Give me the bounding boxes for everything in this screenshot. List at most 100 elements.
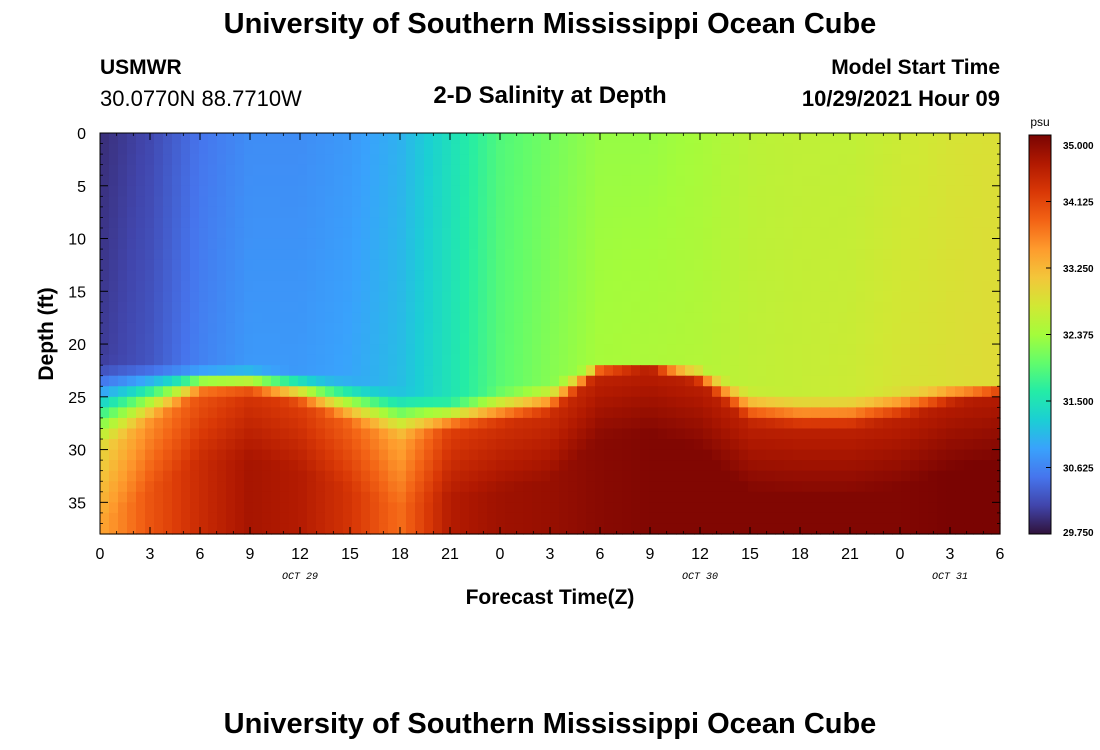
heat-cell <box>514 312 524 324</box>
heat-cell <box>433 238 443 250</box>
heat-cell <box>190 249 200 261</box>
heat-cell <box>541 344 551 356</box>
heat-cell <box>658 143 668 155</box>
heat-cell <box>847 206 857 219</box>
heat-cell <box>946 386 956 398</box>
heat-cell <box>775 164 785 176</box>
heat-cell <box>622 481 632 493</box>
heat-cell <box>937 523 947 535</box>
heat-cell <box>613 133 623 145</box>
heat-cell <box>982 291 992 303</box>
heat-cell <box>577 185 587 197</box>
heat-cell <box>442 439 452 451</box>
heat-cell <box>262 301 272 313</box>
heat-cell <box>829 439 839 451</box>
heat-cell <box>694 354 704 366</box>
heat-cell <box>775 154 785 166</box>
heat-cell <box>856 428 866 440</box>
heat-cell <box>838 291 848 303</box>
heat-cell <box>784 354 794 366</box>
heat-cell <box>964 143 974 155</box>
heat-cell <box>964 291 974 303</box>
heat-cell <box>928 460 938 472</box>
heat-cell <box>991 196 1001 208</box>
heat-cell <box>289 354 299 366</box>
heat-cell <box>658 523 668 535</box>
heat-cell <box>352 238 362 250</box>
heat-cell <box>217 417 227 430</box>
heat-cell <box>559 333 569 345</box>
heat-cell <box>298 386 308 398</box>
heat-cell <box>514 238 524 250</box>
heat-cell <box>316 206 326 219</box>
heat-cell <box>397 322 407 335</box>
heat-cell <box>244 322 254 335</box>
heat-cell <box>910 227 920 240</box>
heat-cell <box>784 386 794 398</box>
heat-cell <box>352 143 362 155</box>
heat-cell <box>568 133 578 145</box>
heat-cell <box>874 502 884 514</box>
heat-cell <box>757 502 767 514</box>
heat-cell <box>613 164 623 176</box>
heat-cell <box>901 280 911 292</box>
heat-cell <box>100 217 110 229</box>
heat-cell <box>568 354 578 366</box>
heat-cell <box>739 217 749 229</box>
heat-cell <box>829 417 839 430</box>
heat-cell <box>775 249 785 261</box>
heat-cell <box>883 523 893 535</box>
heat-cell <box>901 312 911 324</box>
heat-cell <box>253 217 263 229</box>
heat-cell <box>991 396 1001 408</box>
heat-cell <box>262 238 272 250</box>
heat-cell <box>298 175 308 187</box>
heat-cell <box>928 164 938 176</box>
heat-cell <box>208 407 218 419</box>
heat-cell <box>991 512 1001 525</box>
heat-cell <box>388 439 398 451</box>
heat-cell <box>829 502 839 514</box>
heat-cell <box>748 386 758 398</box>
heat-cell <box>190 460 200 472</box>
heat-cell <box>316 280 326 292</box>
heat-cell <box>730 185 740 197</box>
heat-cell <box>433 133 443 145</box>
heat-cell <box>622 143 632 155</box>
heat-cell <box>154 133 164 145</box>
heat-cell <box>118 523 128 535</box>
heat-cell <box>964 249 974 261</box>
heat-cell <box>874 196 884 208</box>
heat-cell <box>442 175 452 187</box>
heat-cell <box>532 175 542 187</box>
heat-cell <box>757 301 767 313</box>
heat-cell <box>136 164 146 176</box>
heat-cell <box>847 154 857 166</box>
heat-cell <box>919 417 929 430</box>
heat-cell <box>343 375 353 387</box>
heat-cell <box>901 322 911 335</box>
heat-cell <box>181 417 191 430</box>
heat-cell <box>739 439 749 451</box>
heat-cell <box>748 333 758 345</box>
heat-cell <box>748 512 758 525</box>
heat-cell <box>910 449 920 461</box>
heat-cell <box>811 227 821 240</box>
heat-cell <box>415 417 425 430</box>
heat-cell <box>145 344 155 356</box>
heat-cell <box>343 491 353 503</box>
colorbar-tick-label: 31.500 <box>1063 397 1094 408</box>
heat-cell <box>118 217 128 229</box>
heat-cell <box>334 428 344 440</box>
heat-cell <box>667 460 677 472</box>
heat-cell <box>595 249 605 261</box>
heat-cell <box>127 428 137 440</box>
heat-cell <box>397 196 407 208</box>
heat-cell <box>667 354 677 366</box>
heat-cell <box>253 417 263 430</box>
heat-cell <box>604 322 614 335</box>
heat-cell <box>325 175 335 187</box>
heat-cell <box>604 175 614 187</box>
heat-cell <box>271 449 281 461</box>
heat-cell <box>955 365 965 377</box>
